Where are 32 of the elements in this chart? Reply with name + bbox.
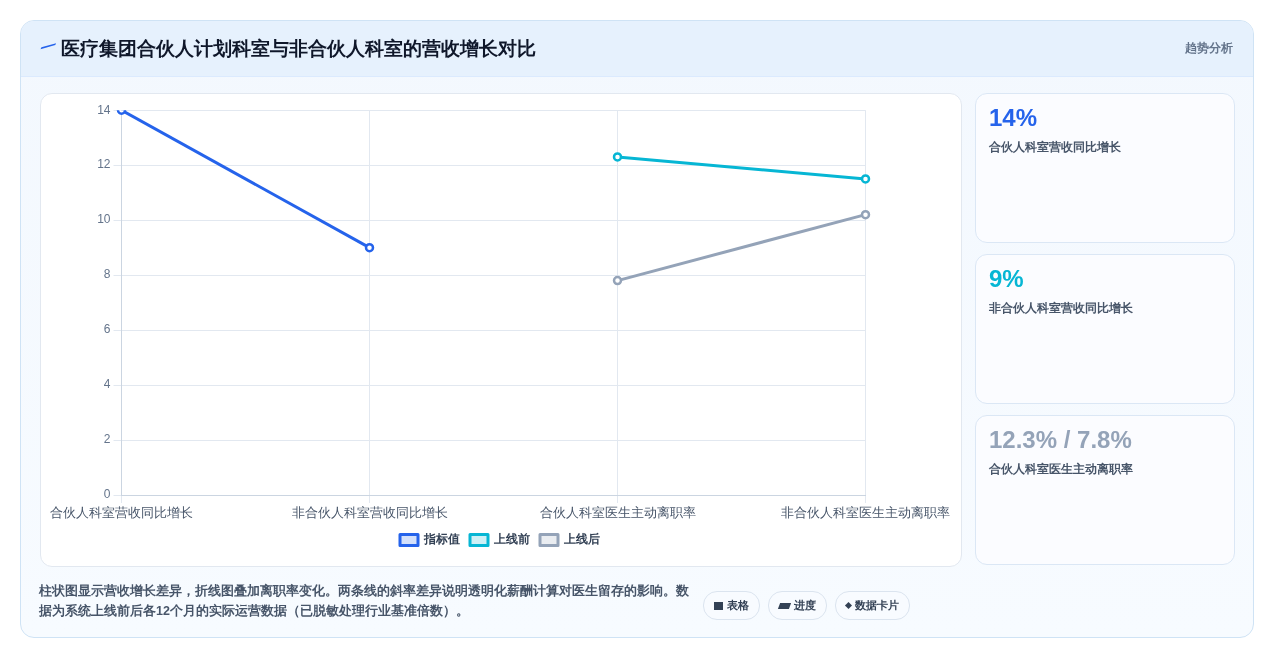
- text: 进度: [794, 598, 816, 613]
- x-tick-label: 非合伙人科室医生主动离职率: [781, 504, 950, 520]
- text: 9%: [989, 265, 1024, 293]
- x-tick-label: 合伙人科室医生主动离职率: [539, 504, 696, 520]
- y-tick-label: 2: [103, 432, 111, 447]
- text: 表格: [727, 598, 749, 613]
- y-tick-label: 12: [97, 157, 111, 172]
- text: 14%: [989, 104, 1038, 132]
- y-tick-label: 0: [103, 487, 111, 502]
- text: 数据卡片: [855, 598, 899, 613]
- text: 非合伙人科室营收同比增长: [989, 300, 1133, 317]
- point: [860, 174, 871, 184]
- text: 12.3% / 7.8%: [989, 426, 1132, 454]
- text: 趋势分析: [1185, 40, 1233, 57]
- text: 柱状图显示营收增长差异，折线图叠加离职率变化。两条线的斜率差异说明透明化薪酬计算对医生留存的影响。数据为系统上线前后各12个月的实际运营数据（已脱敏处理行业基准倍数）。: [39, 582, 690, 620]
- point: [612, 275, 623, 286]
- x-tick-label: 合伙人科室营收同比增长: [50, 504, 193, 520]
- point: [364, 242, 375, 253]
- y-tick-label: 6: [103, 322, 111, 337]
- point: [860, 209, 871, 220]
- y-tick-label: 14: [97, 102, 111, 117]
- legend-label: 上线前: [493, 532, 530, 547]
- x-tick-label: 非合伙人科室营收同比增长: [291, 504, 448, 520]
- text: 合伙人科室营收同比增长: [989, 139, 1121, 156]
- chart-title: 医疗集团合伙人计划科室与非合伙人科室的营收增长对比: [61, 36, 536, 61]
- y-tick-label: 10: [97, 212, 111, 227]
- legend-label: 上线后: [563, 532, 600, 547]
- point: [612, 152, 623, 162]
- text: 合伙人科室医生主动离职率: [989, 461, 1133, 478]
- y-tick-label: 4: [103, 377, 111, 392]
- y-tick-label: 8: [103, 267, 111, 282]
- legend-label: 指标值: [423, 532, 460, 547]
